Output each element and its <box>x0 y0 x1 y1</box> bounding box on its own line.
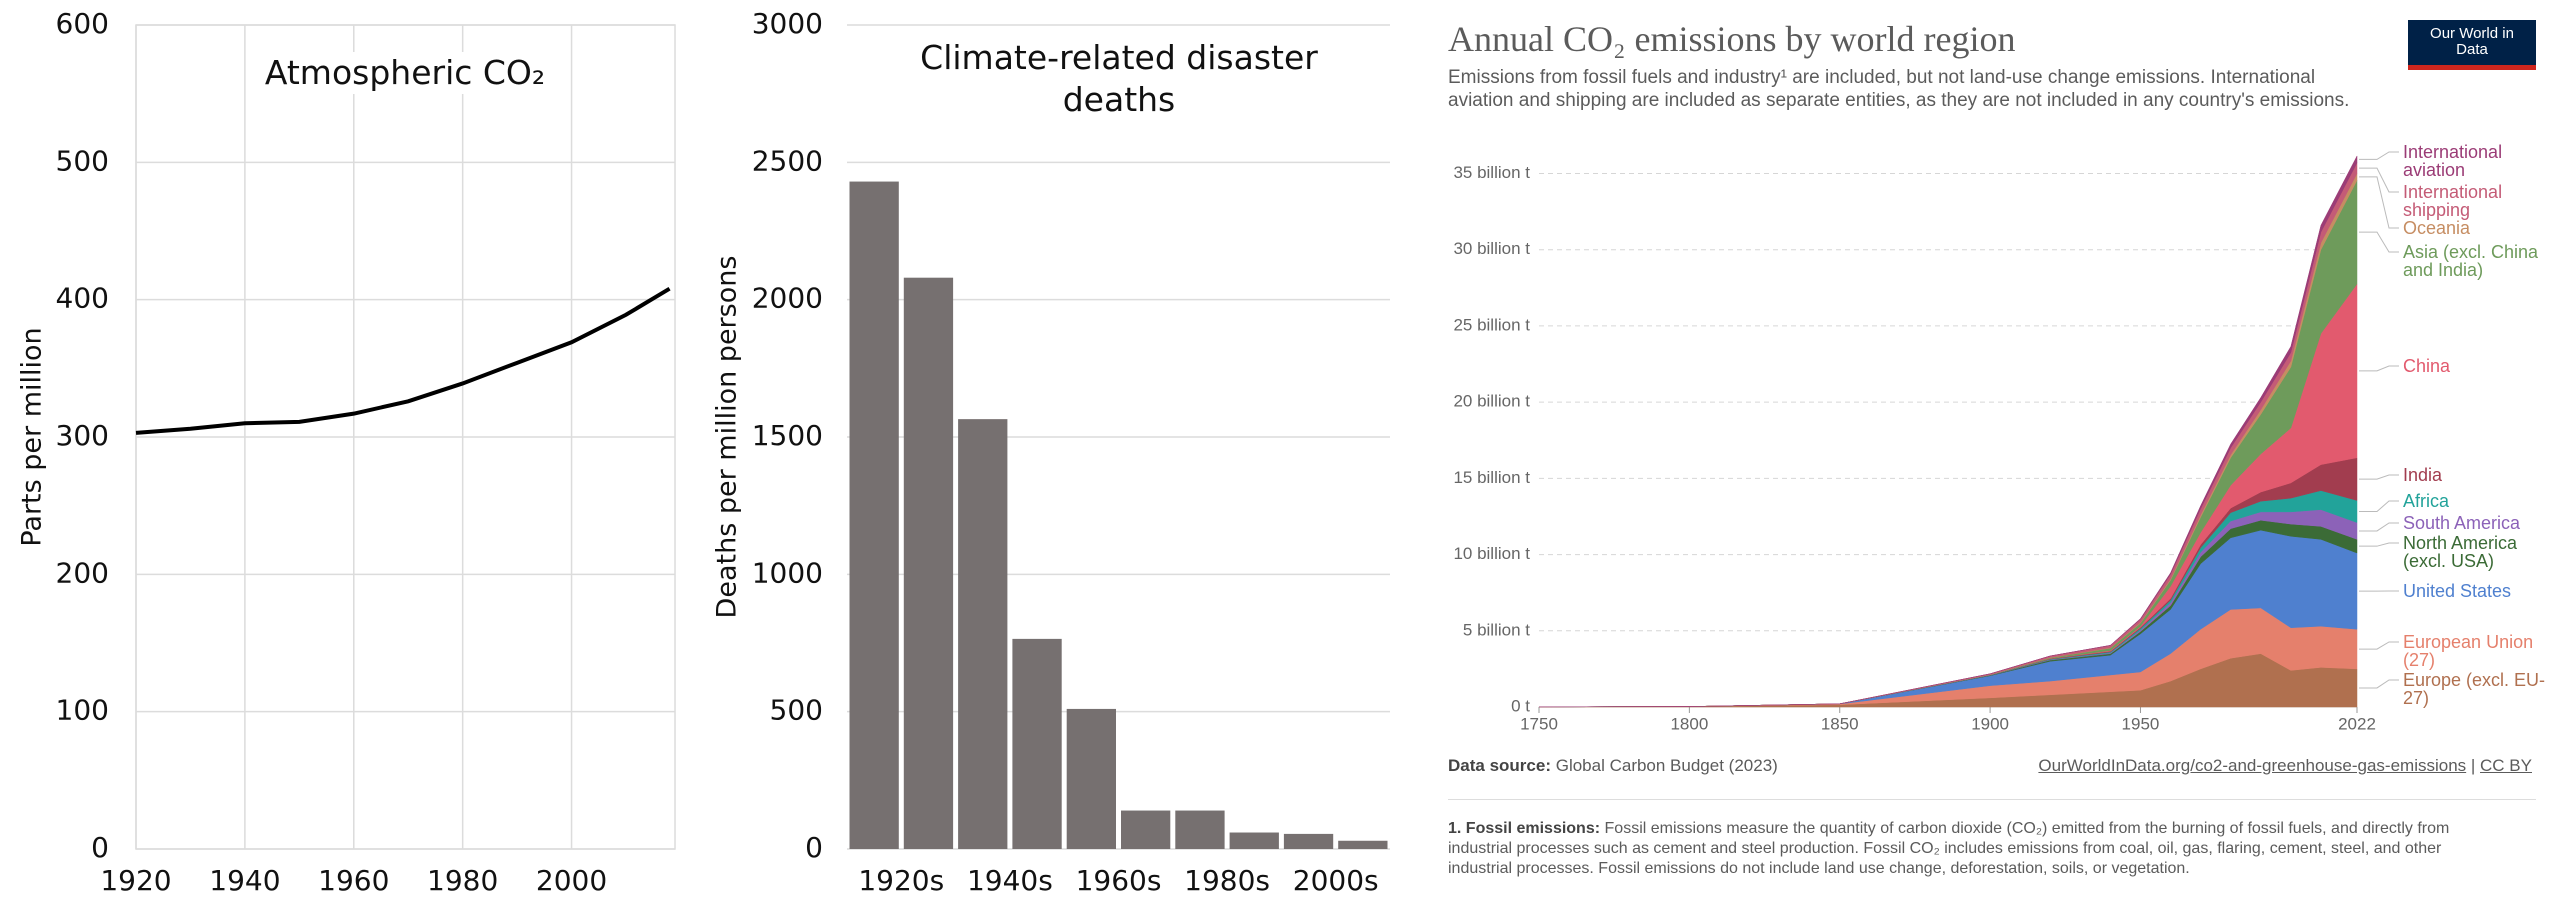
y-tick-label: 25 billion t <box>1453 315 1530 334</box>
x-tick-label: 1900 <box>1971 714 2009 733</box>
y-tick-label: 500 <box>770 694 823 727</box>
y-tick-label: 0 t <box>1511 696 1530 715</box>
bar <box>1066 708 1116 849</box>
y-tick-label: 100 <box>56 694 109 727</box>
legend-label: North America (excl. USA) <box>2403 533 2518 571</box>
y-axis-label: Deaths per million persons <box>712 256 743 619</box>
y-tick-label: 35 billion t <box>1453 163 1530 182</box>
bar <box>1121 810 1171 849</box>
x-tick-label: 1920s <box>858 864 944 897</box>
logo: Our World in Data <box>2408 20 2536 70</box>
bar <box>1012 638 1062 849</box>
legend-label: European Union (27) <box>2403 632 2534 670</box>
y-tick-label: 1000 <box>752 556 823 589</box>
legend-label: Europe (excl. EU-27) <box>2403 670 2546 708</box>
legend-connector <box>2359 365 2399 372</box>
url[interactable]: OurWorldInData.org/co2-and-greenhouse-ga… <box>2038 756 2467 775</box>
x-tick-label: 1980 <box>427 864 498 897</box>
x-tick-label: 1980s <box>1184 864 1270 897</box>
y-tick-label: 0 <box>91 831 109 864</box>
y-tick-label: 300 <box>56 419 109 452</box>
x-tick-label: 1800 <box>1670 714 1708 733</box>
legend-label: International shipping <box>2403 182 2503 220</box>
source: Data source: Global Carbon Budget (2023) <box>1448 756 1778 776</box>
y-tick-label: 1500 <box>752 419 823 452</box>
y-tick-label: 2000 <box>752 282 823 315</box>
plot-border <box>135 24 676 850</box>
y-tick-label: 400 <box>56 282 109 315</box>
logo-text: Our World in Data <box>2430 25 2514 58</box>
footnote-label: 1. Fossil emissions: <box>1448 820 1601 837</box>
y-tick-label: 20 billion t <box>1453 392 1530 411</box>
x-tick-label: 1850 <box>1821 714 1859 733</box>
bar <box>1175 810 1225 849</box>
x-tick-label: 2000s <box>1293 864 1379 897</box>
source-label: Data source: <box>1448 756 1551 775</box>
y-tick-label: 10 billion t <box>1453 544 1530 563</box>
legend-label: South America <box>2403 513 2521 533</box>
legend-connector <box>2359 679 2399 689</box>
x-tick-label: 2022 <box>2338 714 2376 733</box>
bar <box>903 277 954 849</box>
chart-title: Climate-related disaster deaths <box>904 37 1334 121</box>
license[interactable]: CC BY <box>2480 756 2532 775</box>
legend-connector <box>2359 231 2399 253</box>
y-tick-label: 500 <box>56 144 109 177</box>
y-tick-label: 5 billion t <box>1463 620 1530 639</box>
x-tick-label: 1960 <box>318 864 389 897</box>
y-tick-label: 30 billion t <box>1453 239 1530 258</box>
x-tick-label: 1920 <box>100 864 171 897</box>
links: OurWorldInData.org/co2-and-greenhouse-ga… <box>2038 756 2532 775</box>
bar <box>1229 832 1279 849</box>
legend-label: India <box>2403 465 2443 485</box>
source-text: Global Carbon Budget (2023) <box>1555 756 1778 775</box>
x-tick-label: 1950 <box>2122 714 2160 733</box>
legend-label: Africa <box>2403 491 2450 511</box>
y-tick-label: 600 <box>56 7 109 40</box>
x-tick-label: 1960s <box>1076 864 1162 897</box>
legend-connector <box>2359 542 2399 547</box>
x-tick-label: 1940s <box>967 864 1053 897</box>
x-tick-label: 1940 <box>209 864 280 897</box>
legend-connector <box>2359 176 2399 229</box>
legend-label: China <box>2403 356 2451 376</box>
bar <box>1338 840 1388 849</box>
line <box>135 286 671 435</box>
x-tick-label: 2000 <box>536 864 607 897</box>
legend-label: Asia (excl. China and India) <box>2403 242 2539 280</box>
area <box>1538 155 2358 708</box>
legend-connector <box>2359 151 2399 160</box>
bar <box>958 419 1008 849</box>
subtitle: Emissions from fossil fuels and industry… <box>1448 67 2350 111</box>
legend-connector <box>2359 167 2399 193</box>
y-tick-label: 2500 <box>752 144 823 177</box>
legend-connector <box>2359 522 2399 532</box>
legend-connector <box>2359 474 2399 480</box>
footnote-text: Fossil emissions measure the quantity of… <box>1448 820 2450 877</box>
y-axis-label: Parts per million <box>17 327 48 546</box>
footnote: 1. Fossil emissions: Fossil emissions me… <box>1448 819 2468 879</box>
bar <box>849 181 899 849</box>
chart-title: Annual CO₂ emissions by world region <box>1448 19 2016 59</box>
chart-title: Atmospheric CO₂ <box>250 52 560 94</box>
y-tick-label: 200 <box>56 556 109 589</box>
y-tick-label: 3000 <box>752 7 823 40</box>
y-tick-label: 15 billion t <box>1453 468 1530 487</box>
legend-label: International aviation <box>2403 142 2503 180</box>
legend-label: United States <box>2403 581 2512 601</box>
y-tick-label: 0 <box>805 831 823 864</box>
legend-connector <box>2359 500 2399 513</box>
divider <box>1448 799 2536 800</box>
legend-connector <box>2359 641 2399 650</box>
legend-label: Oceania <box>2403 218 2471 238</box>
bar <box>1283 833 1334 849</box>
x-tick-label: 1750 <box>1520 714 1558 733</box>
